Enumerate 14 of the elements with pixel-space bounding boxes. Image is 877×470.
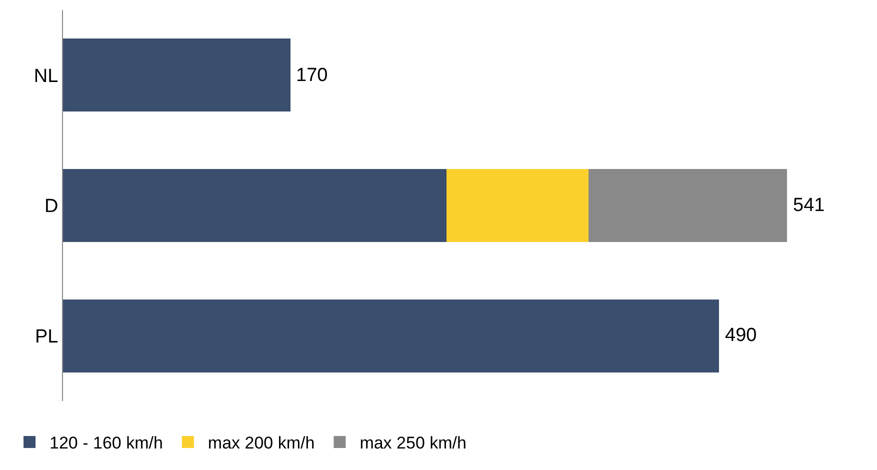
bar [63,38,290,112]
annotation: 170 [296,65,328,86]
annotation: 541 [793,195,825,216]
y-tick-label: PL [34,326,58,348]
bar [63,169,447,242]
y-tick-label: D [44,196,58,218]
bar [63,299,719,372]
bar [446,169,589,242]
bar [588,169,787,242]
legend-label: max 250 km/h [360,434,466,453]
annotation: 490 [725,325,757,346]
legend-label: max 200 km/h [208,434,315,453]
legend-label: 120 - 160 km/h [50,434,163,453]
y-tick-label: NL [34,66,58,87]
